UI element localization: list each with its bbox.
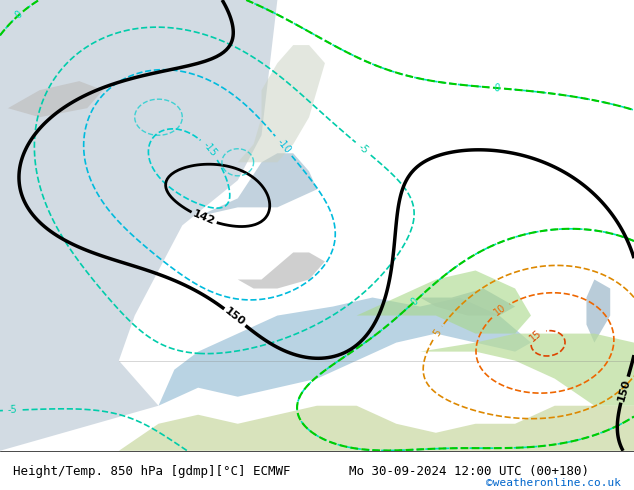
Polygon shape	[586, 279, 610, 343]
Text: 150: 150	[616, 377, 632, 402]
Text: 15: 15	[528, 327, 544, 343]
Text: 150: 150	[223, 306, 247, 328]
Text: Mo 30-09-2024 12:00 UTC (00+180): Mo 30-09-2024 12:00 UTC (00+180)	[349, 465, 589, 478]
Text: -15: -15	[201, 140, 219, 159]
Text: -10: -10	[275, 137, 292, 155]
Text: 5: 5	[431, 328, 443, 339]
Polygon shape	[198, 153, 317, 217]
Text: -5: -5	[356, 142, 370, 156]
Polygon shape	[8, 81, 103, 117]
Polygon shape	[0, 0, 278, 451]
Polygon shape	[420, 289, 515, 316]
Polygon shape	[356, 270, 531, 334]
Polygon shape	[158, 297, 531, 406]
Text: -5: -5	[8, 405, 18, 416]
Text: 142: 142	[191, 209, 217, 227]
Text: 10: 10	[493, 303, 508, 318]
Text: 0: 0	[13, 9, 25, 21]
Text: Height/Temp. 850 hPa [gdmp][°C] ECMWF: Height/Temp. 850 hPa [gdmp][°C] ECMWF	[13, 465, 290, 478]
Polygon shape	[238, 252, 325, 289]
Polygon shape	[119, 406, 634, 451]
Polygon shape	[238, 45, 325, 162]
Polygon shape	[420, 334, 634, 406]
Text: 0: 0	[409, 295, 420, 307]
Text: ©weatheronline.co.uk: ©weatheronline.co.uk	[486, 478, 621, 488]
Text: 0: 0	[493, 83, 500, 93]
